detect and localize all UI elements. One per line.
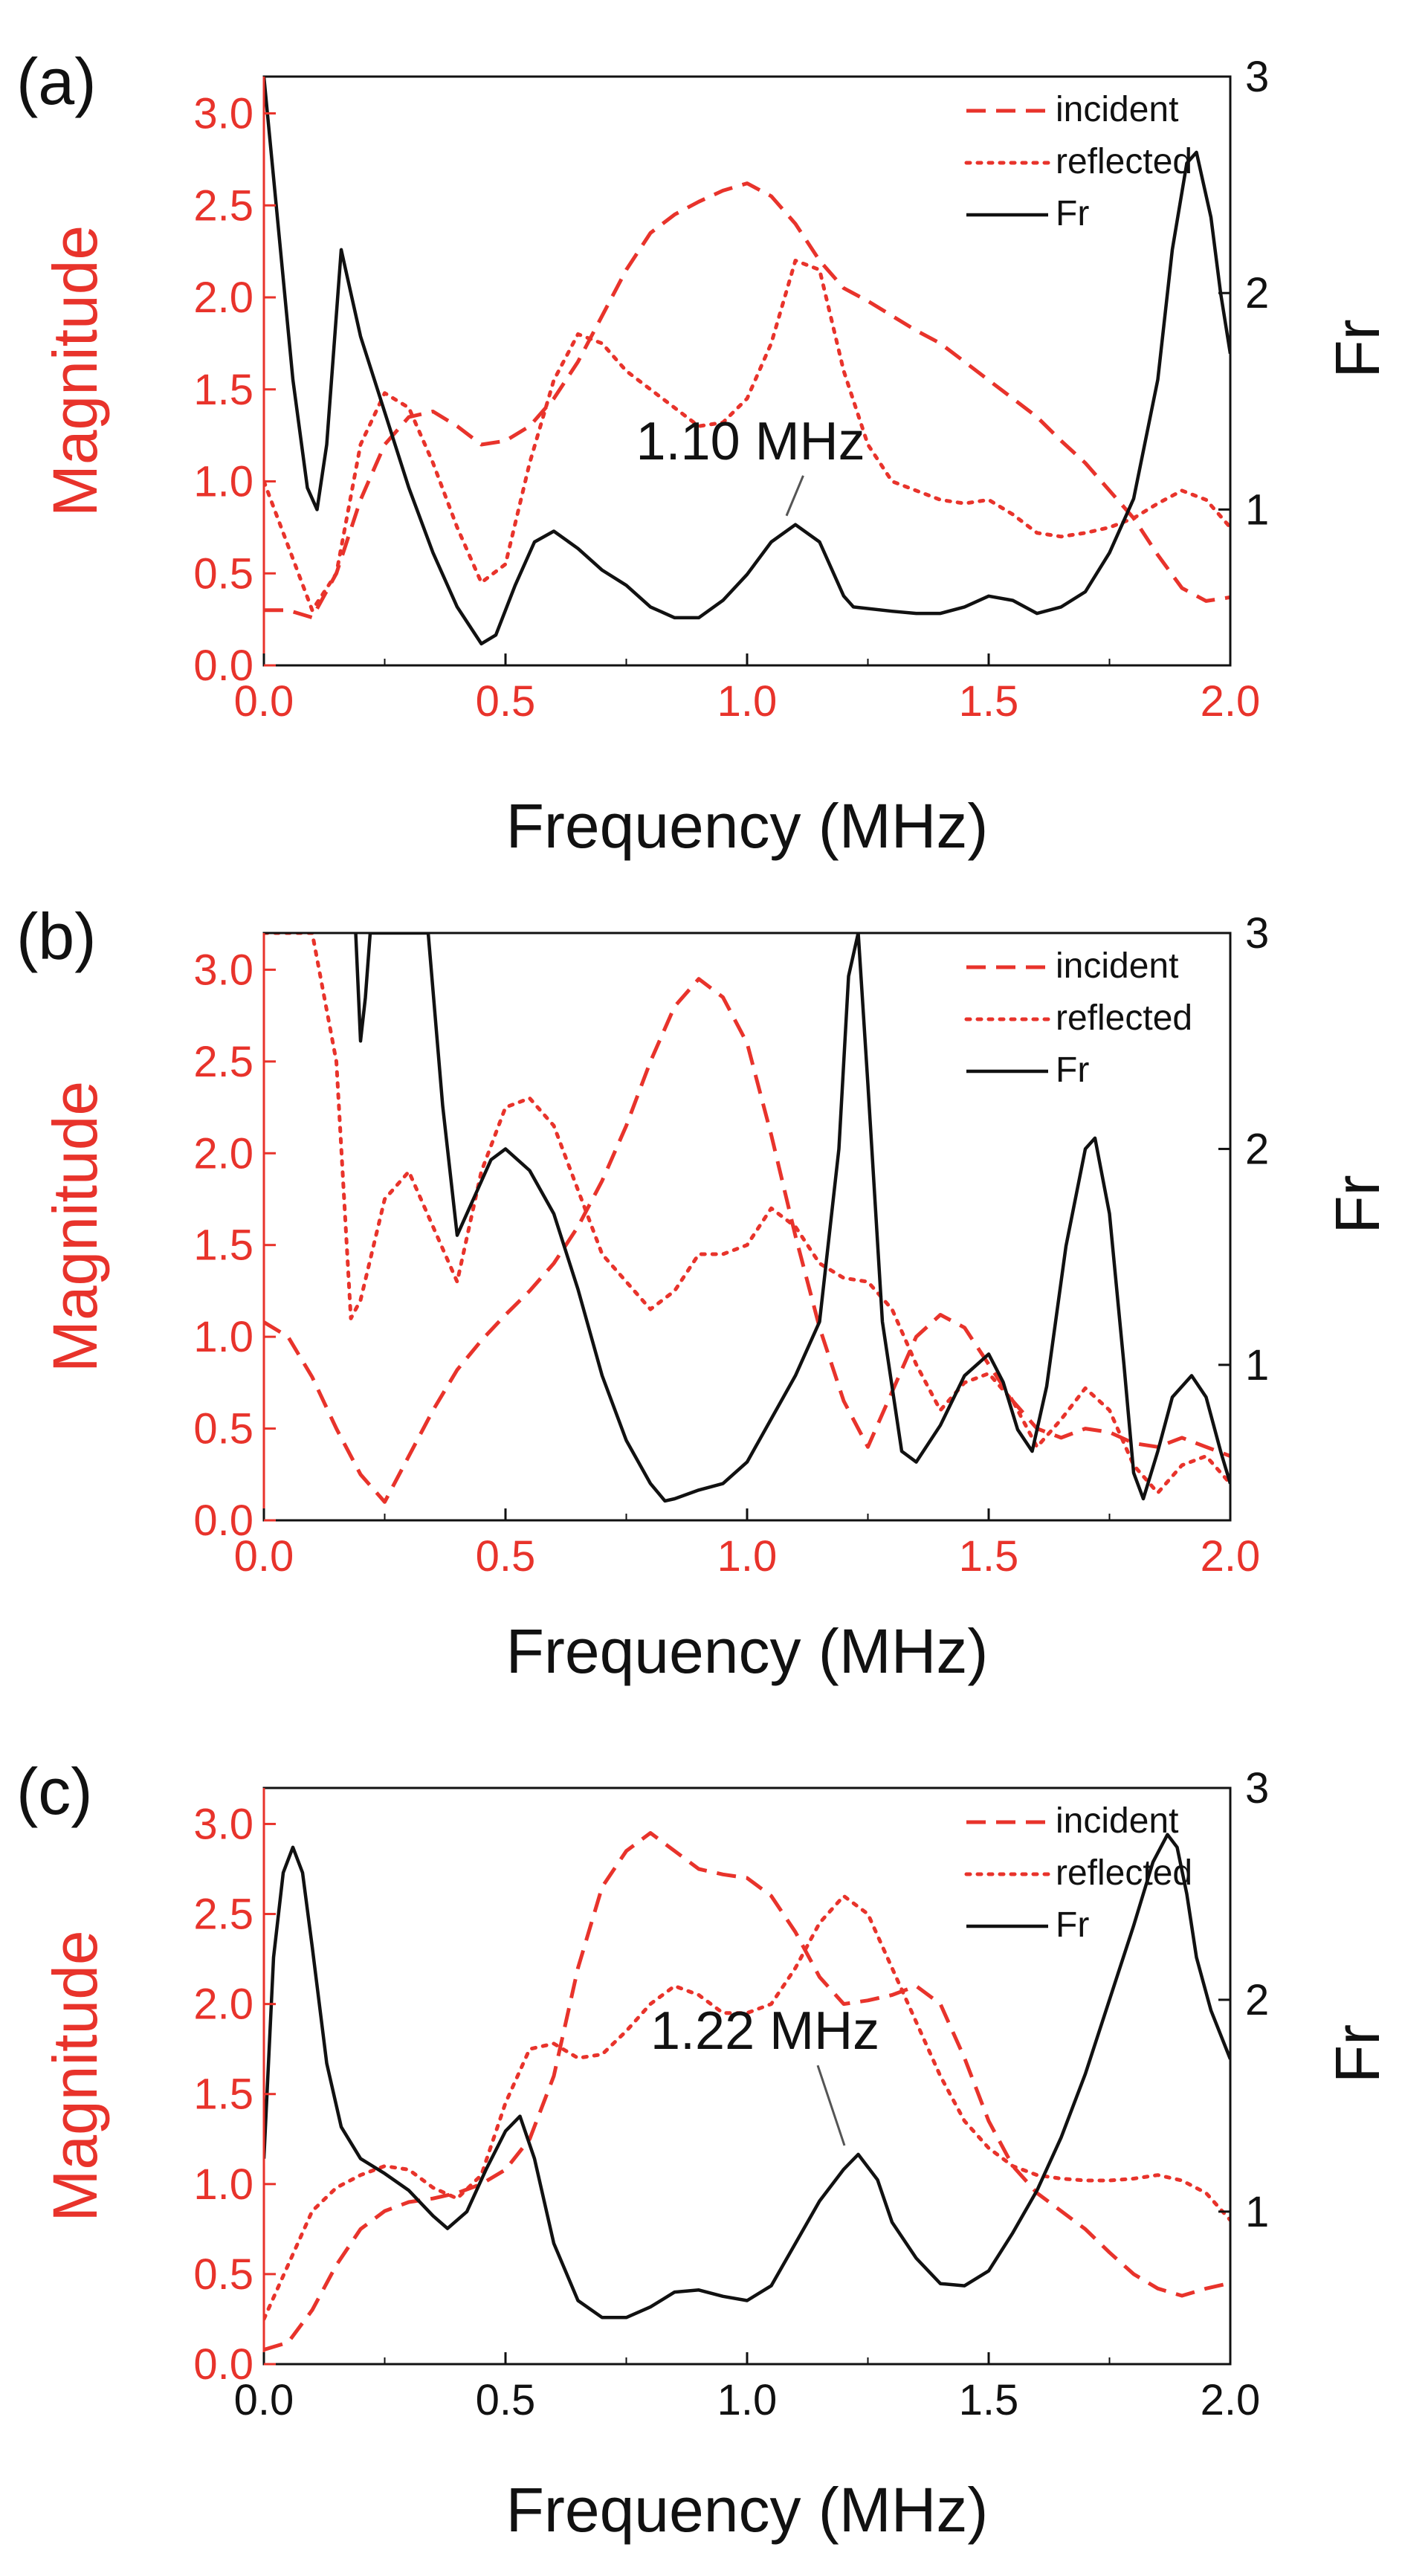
y-right-tick-label: 1 <box>1245 485 1269 534</box>
x-tick-label: 0.5 <box>476 677 536 726</box>
x-tick-label: 1.5 <box>959 2376 1019 2424</box>
peak-annotation-label: 1.10 MHz <box>636 412 865 471</box>
y-right-axis-label: Fr <box>1322 319 1392 378</box>
legend-label-reflected: reflected <box>1056 1853 1192 1893</box>
legend-label-fr: Fr <box>1056 1050 1089 1090</box>
panel-label: (a) <box>16 45 97 118</box>
y-left-tick-label: 0.0 <box>193 2340 253 2389</box>
y-left-tick-label: 2.0 <box>193 1129 253 1178</box>
series-fr-line <box>264 77 1230 646</box>
legend-label-reflected: reflected <box>1056 142 1192 181</box>
x-tick-label: 1.0 <box>717 1532 778 1581</box>
x-tick-label: 0.0 <box>234 2376 294 2424</box>
x-tick-label: 0.0 <box>234 1532 294 1581</box>
y-left-tick-label: 0.5 <box>193 2250 253 2299</box>
panel-label: (b) <box>16 900 97 973</box>
x-axis-label: Frequency (MHz) <box>506 1616 989 1686</box>
y-left-tick-label: 0.0 <box>193 642 253 690</box>
y-left-tick-label: 0.0 <box>193 1497 253 1545</box>
y-right-tick-label: 1 <box>1245 1341 1269 1389</box>
y-left-tick-label: 2.5 <box>193 1038 253 1086</box>
y-left-tick-label: 1.0 <box>193 458 253 506</box>
legend-label-fr: Fr <box>1056 194 1089 233</box>
y-left-tick-label: 0.5 <box>193 549 253 598</box>
x-axis-label: Frequency (MHz) <box>506 2475 989 2545</box>
x-tick-label: 0.0 <box>234 677 294 726</box>
y-left-tick-label: 1.5 <box>193 2070 253 2119</box>
series-incident-line <box>264 977 1230 1504</box>
y-right-tick-label: 1 <box>1245 2188 1269 2236</box>
y-left-tick-label: 3.0 <box>193 90 253 138</box>
y-right-axis-label: Fr <box>1322 2024 1392 2083</box>
y-left-axis-label: Magnitude <box>40 1081 110 1372</box>
peak-annotation-label: 1.22 MHz <box>650 2001 879 2061</box>
peak-annotation-leader <box>785 475 804 517</box>
y-left-tick-label: 2.0 <box>193 1981 253 2029</box>
y-left-tick-label: 1.0 <box>193 2160 253 2209</box>
legend-label-reflected: reflected <box>1056 998 1192 1038</box>
x-tick-label: 0.5 <box>476 2376 536 2424</box>
peak-annotation-leader <box>816 2065 846 2146</box>
panel-b: 0.0 0.5 1.0 1.5 2.0 0.0 0.5 1.0 1.5 2.0 2.5 3.0 1 2 3 M… <box>16 900 1392 1686</box>
y-left-tick-label: 2.5 <box>193 181 253 230</box>
legend-label-incident: incident <box>1056 90 1178 129</box>
panel-c: 0.0 0.5 1.0 1.5 2.0 0.0 0.5 1.0 1.5 2.0 2.5 3.0 1 2 3 M… <box>16 1755 1392 2545</box>
series-fr-line <box>264 1833 1230 2320</box>
y-right-tick-label: 3 <box>1245 1764 1269 1812</box>
x-tick-label: 1.0 <box>717 677 778 726</box>
legend-label-incident: incident <box>1056 946 1178 986</box>
y-right-tick-label: 3 <box>1245 909 1269 958</box>
y-left-tick-label: 3.0 <box>193 1800 253 1848</box>
y-right-tick-label: 2 <box>1245 269 1269 317</box>
y-left-tick-label: 2.5 <box>193 1891 253 1939</box>
legend-label-incident: incident <box>1056 1801 1178 1841</box>
y-left-tick-label: 0.5 <box>193 1405 253 1453</box>
y-right-axis-label: Fr <box>1322 1175 1392 1233</box>
x-axis-label: Frequency (MHz) <box>506 791 989 861</box>
y-left-tick-label: 1.5 <box>193 1221 253 1270</box>
y-left-tick-label: 1.0 <box>193 1313 253 1361</box>
y-right-tick-label: 2 <box>1245 1976 1269 2024</box>
series-incident-line <box>264 181 1230 620</box>
x-tick-label: 0.5 <box>476 1532 536 1581</box>
series-reflected-line <box>264 259 1230 613</box>
panel-a: 0.0 0.5 1.0 1.5 2.0 0.0 0.5 1.0 1.5 2.0 2.5 3.0 1 2 3 M… <box>16 45 1392 861</box>
series-reflected-line <box>264 1894 1230 2321</box>
x-tick-label: 2.0 <box>1201 1532 1261 1581</box>
y-left-tick-label: 3.0 <box>193 946 253 994</box>
x-tick-label: 1.5 <box>959 677 1019 726</box>
y-right-tick-label: 3 <box>1245 53 1269 101</box>
x-tick-label: 1.0 <box>717 2376 778 2424</box>
x-tick-label: 2.0 <box>1201 2376 1261 2424</box>
series-incident-line <box>264 1831 1230 2351</box>
series-fr-line <box>354 933 1230 1503</box>
x-tick-label: 2.0 <box>1201 677 1261 726</box>
y-left-axis-label: Magnitude <box>40 225 110 517</box>
y-left-axis-label: Magnitude <box>40 1930 110 2221</box>
series-reflected-line <box>264 933 1230 1495</box>
legend-label-fr: Fr <box>1056 1905 1089 1945</box>
x-tick-label: 1.5 <box>959 1532 1019 1581</box>
y-right-tick-label: 2 <box>1245 1125 1269 1173</box>
panel-label: (c) <box>16 1755 93 1828</box>
y-left-tick-label: 2.0 <box>193 274 253 322</box>
y-left-tick-label: 1.5 <box>193 366 253 414</box>
